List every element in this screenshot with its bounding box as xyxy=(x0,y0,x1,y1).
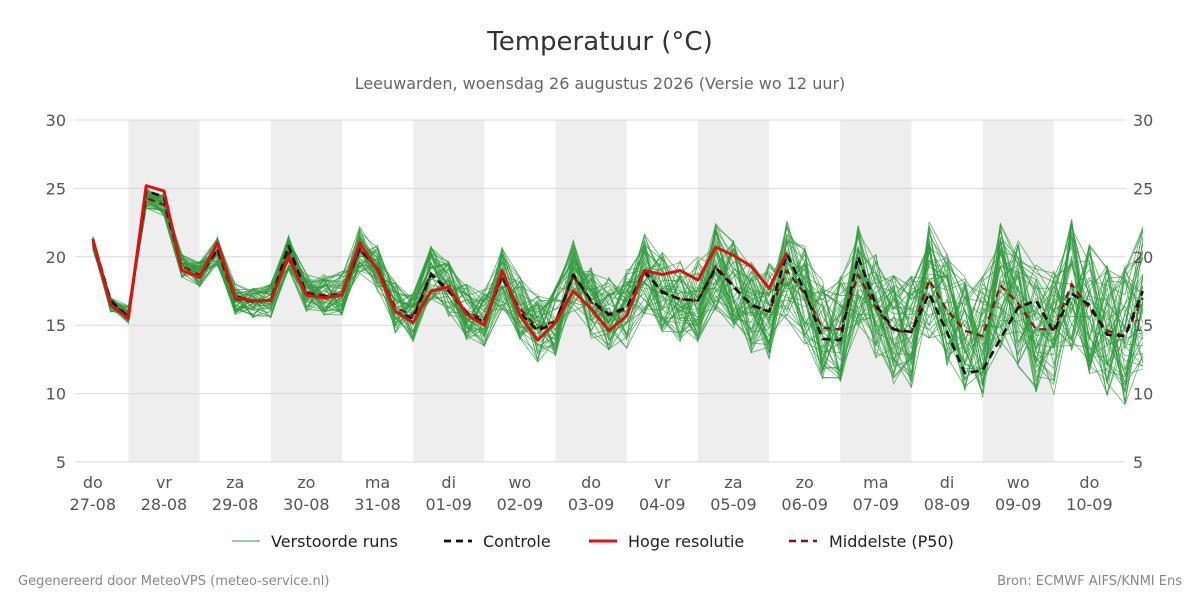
legend-label-runs: Verstoorde runs xyxy=(271,532,398,551)
y-tick-label-left: 20 xyxy=(46,248,66,267)
ensemble-run-line xyxy=(92,204,1144,405)
x-tick-date: 27-08 xyxy=(70,495,117,514)
x-tick-date: 30-08 xyxy=(283,495,330,514)
x-tick-day: za xyxy=(724,473,742,492)
x-tick-day: do xyxy=(83,473,103,492)
x-tick-day: zo xyxy=(297,473,315,492)
ensemble-run-line xyxy=(92,194,1144,376)
y-tick-label-right: 10 xyxy=(1133,385,1153,404)
x-tick-date: 07-09 xyxy=(853,495,900,514)
y-tick-label-left: 5 xyxy=(56,453,66,472)
y-tick-label-right: 25 xyxy=(1133,179,1153,198)
x-tick-date: 31-08 xyxy=(354,495,401,514)
x-tick-day: vr xyxy=(156,473,172,492)
y-axis-ticks: 5 5 10 10 15 15 20 20 25 25 30 30 xyxy=(46,111,1154,472)
legend-label-p50: Middelste (P50) xyxy=(829,532,954,551)
x-tick-day: vr xyxy=(654,473,670,492)
x-tick-date: 04-09 xyxy=(639,495,686,514)
hoge-resolutie-series-line xyxy=(91,184,789,342)
legend-label-controle: Controle xyxy=(483,532,551,551)
y-tick-label-left: 30 xyxy=(46,111,66,130)
ensemble-run-line xyxy=(92,199,1144,380)
x-tick-day: za xyxy=(226,473,244,492)
day-band xyxy=(128,120,200,462)
x-tick-day: wo xyxy=(1007,473,1030,492)
x-tick-date: 03-09 xyxy=(568,495,615,514)
x-tick-day: do xyxy=(1079,473,1099,492)
ensemble-runs xyxy=(92,187,1144,406)
x-tick-date: 08-09 xyxy=(924,495,971,514)
ensemble-run-line xyxy=(92,193,1143,386)
x-axis-ticks: do 27-08 vr 28-08 za 29-08 zo 30-08 ma 31-08 di 01-… xyxy=(70,473,1113,514)
y-gridlines xyxy=(75,119,1125,463)
y-tick-label-left: 25 xyxy=(46,179,66,198)
ensemble-run-line xyxy=(92,196,1144,381)
chart-title: Temperatuur (°C) xyxy=(486,27,712,57)
x-tick-date: 02-09 xyxy=(497,495,544,514)
x-tick-date: 06-09 xyxy=(781,495,828,514)
y-tick-label-left: 15 xyxy=(46,316,66,335)
x-tick-day: zo xyxy=(796,473,814,492)
footer-source: Bron: ECMWF AIFS/KNMI Ens xyxy=(997,574,1182,589)
main-series xyxy=(91,184,1145,375)
chart-subtitle: Leeuwarden, woensdag 26 augustus 2026 (V… xyxy=(355,74,846,93)
y-tick-label-right: 5 xyxy=(1133,453,1143,472)
y-tick-label-right: 20 xyxy=(1133,248,1153,267)
x-tick-date: 09-09 xyxy=(995,495,1042,514)
ensemble-run-line xyxy=(92,198,1144,387)
y-tick-label-right: 30 xyxy=(1133,111,1153,130)
x-tick-day: wo xyxy=(508,473,531,492)
ensemble-run-line xyxy=(92,196,1144,388)
x-tick-date: 01-09 xyxy=(425,495,472,514)
x-tick-date: 10-09 xyxy=(1066,495,1113,514)
legend: Verstoorde runs Controle Hoge resolutie … xyxy=(232,532,954,551)
x-tick-date: 29-08 xyxy=(212,495,259,514)
x-tick-date: 05-09 xyxy=(710,495,757,514)
x-tick-day: ma xyxy=(365,473,390,492)
x-tick-day: di xyxy=(940,473,955,492)
y-tick-label-right: 15 xyxy=(1133,316,1153,335)
legend-label-hires: Hoge resolutie xyxy=(628,532,744,551)
x-tick-day: di xyxy=(441,473,456,492)
y-tick-label-left: 10 xyxy=(46,385,66,404)
x-tick-day: ma xyxy=(863,473,888,492)
x-tick-date: 28-08 xyxy=(141,495,188,514)
footer-generated-by: Gegenereerd door MeteoVPS (meteo-service… xyxy=(18,574,329,589)
ensemble-run-line xyxy=(92,197,1144,396)
ensemble-run-line xyxy=(92,190,1144,370)
x-tick-day: do xyxy=(581,473,601,492)
